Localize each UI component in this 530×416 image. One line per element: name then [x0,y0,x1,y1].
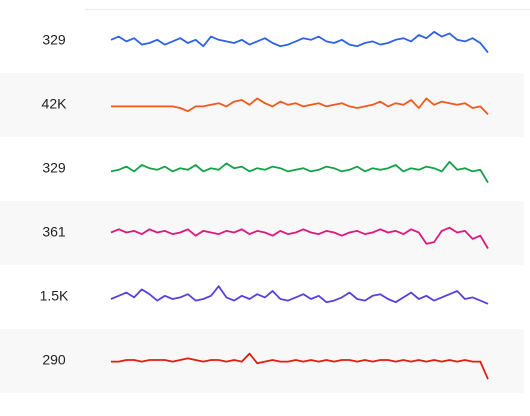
sparkline [111,352,489,380]
row-label: 361 [42,224,66,240]
sparkline [111,97,489,116]
sparkline [110,30,489,54]
sparkline [110,226,489,249]
row-label: 42K [42,96,68,112]
row-background [0,201,524,265]
row-label: 1.5K [40,288,69,304]
sparkline [110,160,489,184]
row-background [0,73,524,137]
sparkline [110,285,489,305]
row-label: 329 [42,160,66,176]
row-label: 329 [42,32,66,48]
row-label: 290 [42,352,66,368]
